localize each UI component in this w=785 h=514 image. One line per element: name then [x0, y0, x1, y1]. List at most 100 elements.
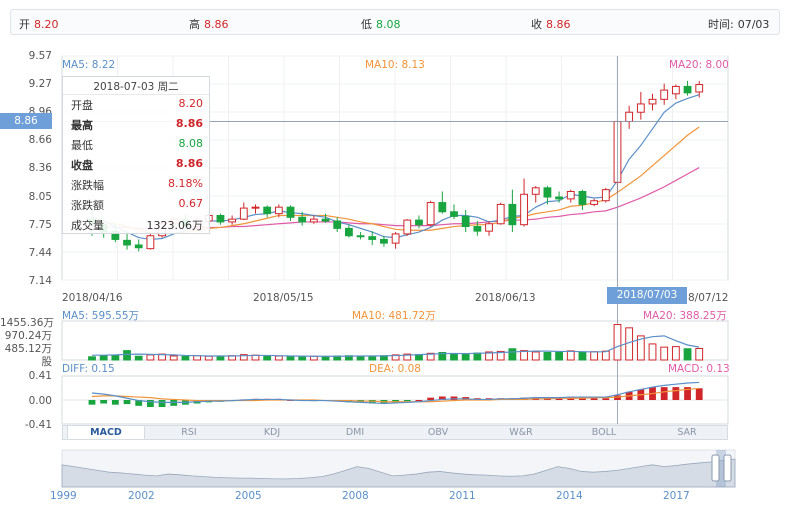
time-summary: 时间: 07/03 [708, 16, 769, 32]
navigator-year: 2017 [663, 490, 690, 502]
navigator-year: 2005 [235, 490, 262, 502]
tooltip-value: 8.86 [175, 157, 203, 170]
volume-bar [321, 356, 330, 361]
volume-bar [239, 354, 248, 361]
tab-boll[interactable]: BOLL [591, 427, 617, 438]
candle-body [648, 98, 657, 105]
tooltip-value: 8.18% [168, 177, 203, 190]
tooltip-row-high: 最高 8.86 [71, 117, 203, 133]
candle-body [380, 238, 388, 244]
volume-bar [496, 350, 505, 361]
candle-body [625, 111, 634, 122]
volume-bar [134, 355, 143, 361]
candle-body [216, 214, 225, 223]
navigator-selection [716, 450, 726, 487]
candle-body [636, 103, 645, 113]
macd-bar [123, 400, 131, 405]
candle-body [555, 196, 563, 200]
candle-body [450, 211, 458, 217]
date-label: 8/07/12 [688, 292, 729, 304]
tooltip-row-close: 收盘 8.86 [71, 157, 203, 173]
candle-body [660, 89, 669, 100]
candle-body [403, 219, 412, 235]
tab-macd[interactable]: MACD [67, 426, 145, 439]
high-value: 8.86 [204, 18, 229, 31]
volume-bar [520, 350, 528, 361]
volume-bar [368, 355, 377, 361]
volume-bar [671, 346, 680, 361]
price-tick: 8.36 [28, 162, 52, 174]
volume-bar [578, 351, 587, 361]
date-label: 2018/06/13 [475, 292, 536, 304]
tab-dmi[interactable]: DMI [345, 427, 365, 438]
candle-body [473, 226, 482, 232]
volume-tick: 1455.36万 [0, 317, 54, 329]
navigator-year: 2014 [556, 490, 583, 502]
price-tick: 7.14 [28, 275, 52, 287]
tab-rsi[interactable]: RSI [181, 427, 197, 438]
candle-body [344, 227, 353, 237]
volume-bar [88, 356, 96, 361]
macd-bar [438, 396, 446, 400]
candle-body [683, 85, 692, 94]
price-tick: 8.05 [28, 191, 52, 203]
candle-body [123, 239, 131, 246]
volume-ma10-label: MA10: 481.72万 [352, 310, 436, 322]
price-tick: 7.44 [28, 247, 52, 259]
navigator-year: 2011 [449, 490, 476, 502]
tab-wr[interactable]: W&R [509, 427, 533, 438]
open-value: 8.20 [34, 18, 59, 31]
navigator-year: 1999 [50, 490, 77, 502]
tab-kdj[interactable]: KDJ [263, 427, 281, 438]
close-label: 收 [531, 18, 542, 31]
volume-bar [683, 348, 692, 361]
navigator-handle-left[interactable] [711, 454, 720, 482]
tab-sar[interactable]: SAR [677, 427, 697, 438]
candle-body [146, 235, 155, 250]
candle-body [671, 85, 680, 95]
candle-body [368, 236, 377, 240]
macd-tick: -0.41 [24, 419, 52, 431]
tooltip-label: 收盘 [71, 159, 93, 172]
volume-bar [566, 350, 575, 361]
volume-bar [146, 354, 155, 361]
volume-ma5-label: MA5: 595.55万 [62, 310, 140, 322]
candle-body [508, 203, 517, 226]
indicator-tabs: MACD RSI KDJ DMI OBV W&R BOLL SAR [62, 425, 728, 440]
volume-bar [555, 351, 563, 361]
volume-bar [286, 356, 295, 361]
candle-body [438, 202, 447, 213]
macd-bar [88, 400, 96, 405]
volume-ma5-line [92, 335, 700, 357]
candle-body [566, 191, 575, 200]
volume-bar [508, 348, 517, 361]
candle-body [239, 207, 248, 220]
volume-bar [356, 355, 365, 361]
candle-body [251, 206, 260, 209]
tooltip-row-low: 最低 8.08 [71, 137, 203, 153]
low-label: 低 [361, 18, 372, 31]
tooltip-label: 开盘 [71, 99, 93, 112]
macd-label: MACD: 0.13 [668, 363, 730, 375]
candle-body [333, 220, 342, 229]
tooltip-row-open: 开盘 8.20 [71, 97, 203, 113]
volume-bar [660, 346, 669, 361]
macd-bar [100, 400, 108, 404]
high-label: 高 [189, 18, 200, 31]
macd-bar [684, 387, 691, 400]
tooltip-value: 8.08 [178, 137, 204, 150]
volume-bar [274, 355, 283, 361]
macd-bar [660, 387, 668, 400]
tooltip-label: 涨跌额 [71, 199, 104, 212]
candle-body [520, 193, 528, 226]
close-value: 8.86 [546, 18, 571, 31]
price-tick: 7.75 [28, 219, 52, 231]
time-value: 07/03 [737, 18, 770, 31]
navigator-handle-right[interactable] [723, 454, 732, 482]
crosshair-price-tag: 8.86 [0, 113, 52, 129]
candle-body [531, 187, 540, 195]
navigator-year: 2008 [342, 490, 369, 502]
macd-bar [672, 387, 680, 400]
tab-obv[interactable]: OBV [427, 427, 449, 438]
volume-bar [695, 347, 704, 361]
